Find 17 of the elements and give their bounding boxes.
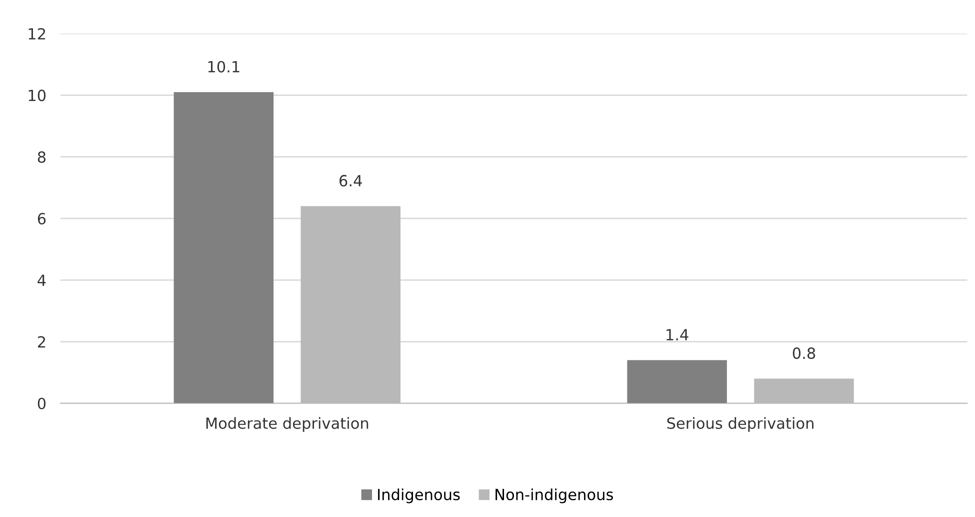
- bar: [627, 360, 727, 404]
- data-label: 1.4: [666, 329, 688, 340]
- y-tick-label: 2: [38, 336, 46, 348]
- data-label: 0.8: [792, 347, 816, 359]
- legend-label: Indigenous: [378, 488, 460, 504]
- data-label: 10.1: [208, 60, 240, 73]
- y-tick-label: 6: [38, 212, 46, 224]
- y-tick-label: 10: [28, 90, 46, 102]
- bar: [174, 92, 274, 404]
- y-tick-label: 12: [28, 28, 46, 40]
- y-tick-label: 0: [38, 398, 46, 410]
- data-label: 6.4: [340, 174, 362, 186]
- x-tick-label: Serious deprivation: [667, 417, 814, 432]
- y-tick-label: 8: [38, 151, 46, 163]
- y-tick-label: 4: [38, 274, 46, 286]
- legend-label: Non-indigenous: [496, 488, 613, 504]
- x-tick-label: Moderate deprivation: [206, 417, 368, 432]
